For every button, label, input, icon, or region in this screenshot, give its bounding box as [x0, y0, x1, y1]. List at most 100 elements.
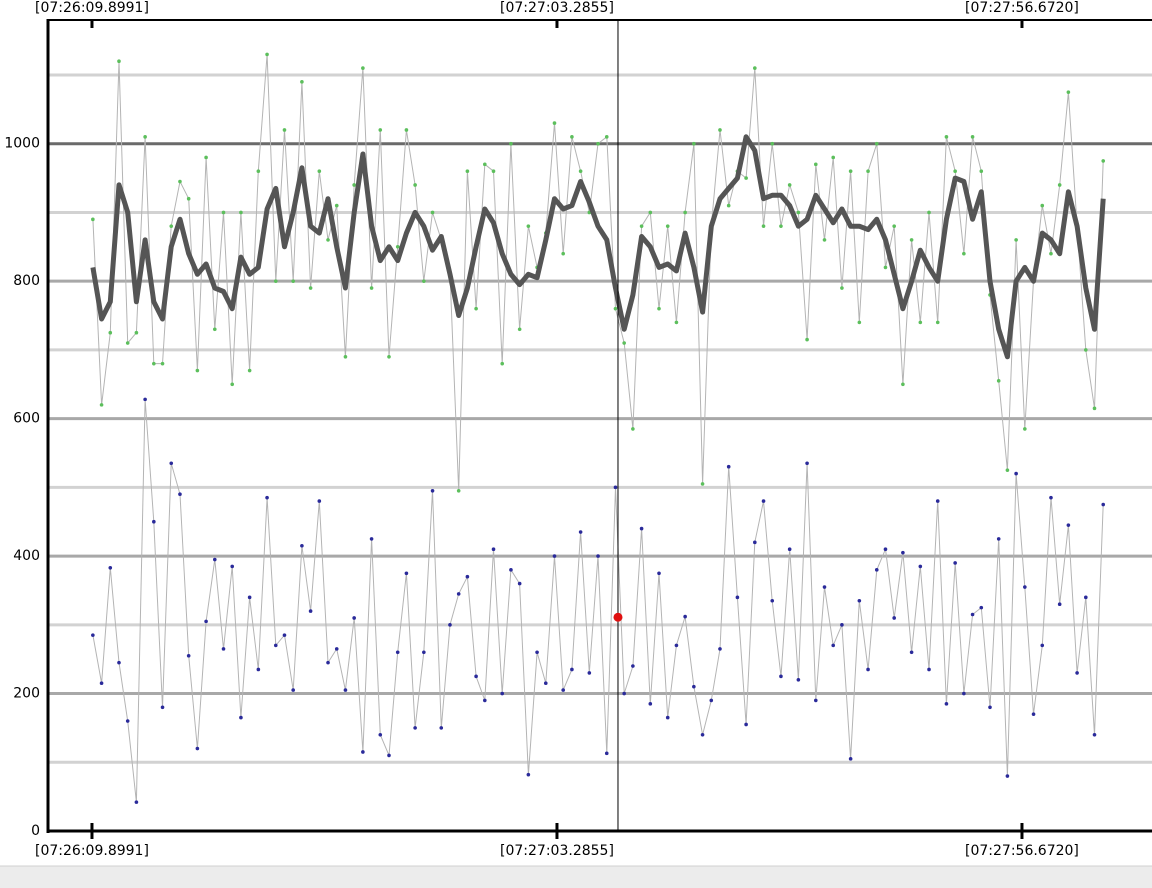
data-point — [665, 715, 670, 720]
data-point — [639, 526, 644, 531]
data-point — [796, 677, 801, 682]
data-point — [692, 141, 696, 146]
data-point — [770, 598, 775, 603]
data-point — [500, 361, 505, 366]
data-point — [1005, 468, 1010, 472]
data-point — [125, 719, 130, 723]
data-point — [308, 286, 313, 290]
data-point — [1023, 585, 1027, 589]
data-point — [744, 176, 748, 180]
data-point — [369, 537, 374, 541]
data-point — [909, 650, 914, 655]
data-point — [1092, 732, 1097, 737]
data-point — [857, 598, 862, 603]
data-point — [395, 650, 400, 655]
data-point — [273, 643, 278, 648]
data-point — [352, 183, 356, 187]
data-point — [125, 341, 130, 345]
data-point — [239, 715, 243, 720]
y-tick-label: 400 — [13, 548, 40, 564]
data-point — [831, 155, 836, 160]
data-point — [282, 128, 287, 132]
data-point — [639, 224, 644, 228]
data-point — [334, 647, 339, 651]
data-point — [779, 674, 783, 679]
x-tick-label: [07:26:09.8991] — [35, 843, 149, 859]
data-point — [831, 643, 836, 648]
data-point — [474, 306, 478, 311]
data-point — [343, 688, 348, 692]
data-point — [543, 681, 548, 686]
data-point — [395, 245, 400, 249]
data-point — [404, 128, 409, 132]
y-tick-label: 0 — [31, 823, 40, 839]
data-point — [291, 688, 295, 692]
grid — [48, 73, 1152, 833]
plot-area — [90, 20, 1106, 831]
data-point — [700, 732, 705, 737]
data-point — [195, 368, 200, 373]
data-point — [483, 698, 487, 703]
data-point — [1049, 251, 1053, 256]
data-point — [613, 306, 618, 311]
data-point — [404, 571, 409, 576]
labels: 0 200 400 600 800 1000 [07:26:09.8991] [07:26:0… — [4, 0, 1079, 859]
data-point — [212, 557, 217, 562]
data-point — [988, 705, 992, 710]
data-point — [596, 554, 600, 558]
data-point — [962, 251, 966, 256]
data-point — [108, 330, 113, 335]
data-point — [334, 203, 339, 208]
data-point — [378, 732, 383, 737]
data-point — [813, 698, 818, 703]
data-point — [317, 499, 322, 503]
data-point — [848, 757, 853, 761]
data-point — [300, 543, 304, 548]
data-point — [178, 179, 182, 184]
data-point — [996, 379, 1001, 383]
data-point — [282, 633, 287, 637]
data-point — [526, 772, 531, 777]
data-point — [622, 341, 626, 345]
data-point — [221, 647, 226, 651]
data-point — [604, 751, 609, 756]
data-point — [953, 561, 957, 565]
data-point — [526, 224, 531, 228]
data-point — [648, 210, 653, 215]
data-point — [1014, 471, 1018, 476]
x-tick-label-top: [07:26:09.8991] — [35, 0, 149, 16]
data-point — [552, 121, 557, 125]
data-point — [430, 488, 435, 493]
data-point — [1023, 427, 1027, 431]
data-point — [570, 135, 574, 139]
data-point — [709, 698, 714, 703]
data-point — [962, 691, 966, 696]
data-point — [883, 547, 888, 552]
data-point — [613, 485, 618, 490]
data-point — [901, 550, 905, 555]
data-point — [674, 320, 679, 325]
data-point — [378, 128, 383, 132]
data-point — [186, 196, 191, 201]
data-point — [465, 169, 470, 174]
data-point — [935, 320, 940, 325]
data-point — [387, 753, 391, 758]
data-point — [805, 337, 809, 342]
data-point — [1014, 238, 1018, 242]
data-point — [587, 671, 592, 675]
data-point — [561, 251, 565, 256]
data-point — [665, 224, 670, 228]
data-point — [970, 612, 975, 617]
data-point — [840, 286, 844, 290]
data-point — [726, 464, 731, 469]
data-point — [1101, 502, 1106, 507]
x-tick-label: [07:27:56.6720] — [965, 843, 1079, 859]
data-point — [509, 568, 513, 572]
data-point — [944, 702, 949, 706]
data-point — [848, 169, 853, 174]
data-point — [578, 530, 583, 534]
series-line — [92, 398, 1104, 803]
data-point — [212, 327, 217, 332]
data-point — [1092, 406, 1097, 411]
data-point — [483, 162, 487, 167]
